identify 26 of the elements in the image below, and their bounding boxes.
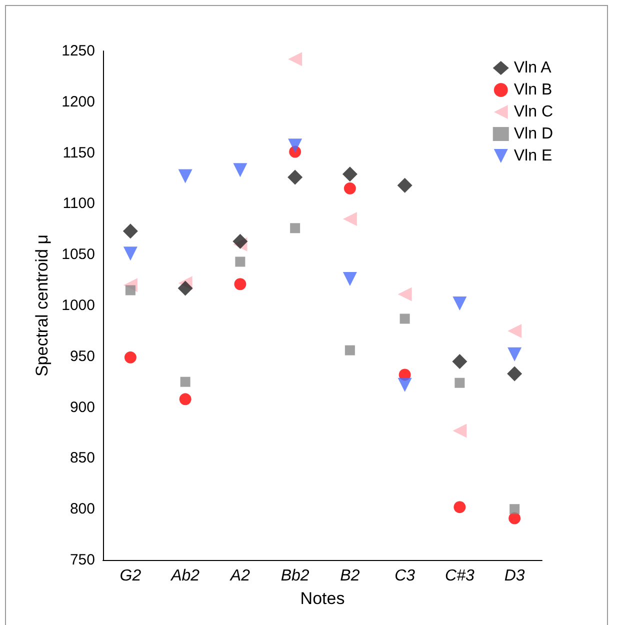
x-tick-label: A2 — [229, 568, 250, 584]
legend-label: Vln B — [514, 82, 552, 98]
x-tick-label: G2 — [120, 568, 142, 584]
y-tick-label: 1100 — [62, 195, 95, 212]
y-tick-label: 750 — [70, 552, 95, 568]
x-tick-label: C#3 — [445, 568, 474, 584]
x-axis-title: Notes — [300, 589, 345, 608]
x-tick-label: B2 — [340, 568, 360, 584]
x-tick-label: Bb2 — [280, 568, 310, 584]
legend-label: Vln A — [514, 60, 552, 76]
legend-label: Vln E — [514, 148, 552, 164]
y-tick-label: 800 — [70, 500, 95, 518]
legend-label: Vln D — [514, 126, 553, 142]
y-tick-label: 850 — [70, 450, 95, 467]
y-tick-label: 900 — [70, 398, 95, 416]
y-tick-label: 1250 — [62, 42, 95, 60]
legend-label: Vln C — [514, 104, 553, 120]
x-tick-label: D3 — [504, 568, 525, 584]
x-tick-label: Ab2 — [170, 568, 200, 584]
y-tick-label: 950 — [70, 348, 95, 365]
y-tick-label: 1150 — [62, 144, 95, 162]
y-tick-label: 1000 — [62, 297, 95, 314]
y-axis-title: Spectral centroid μ — [32, 234, 52, 377]
y-tick-label: 1200 — [62, 93, 95, 110]
x-tick-label: C3 — [394, 568, 416, 584]
y-tick-label: 1050 — [62, 246, 95, 264]
